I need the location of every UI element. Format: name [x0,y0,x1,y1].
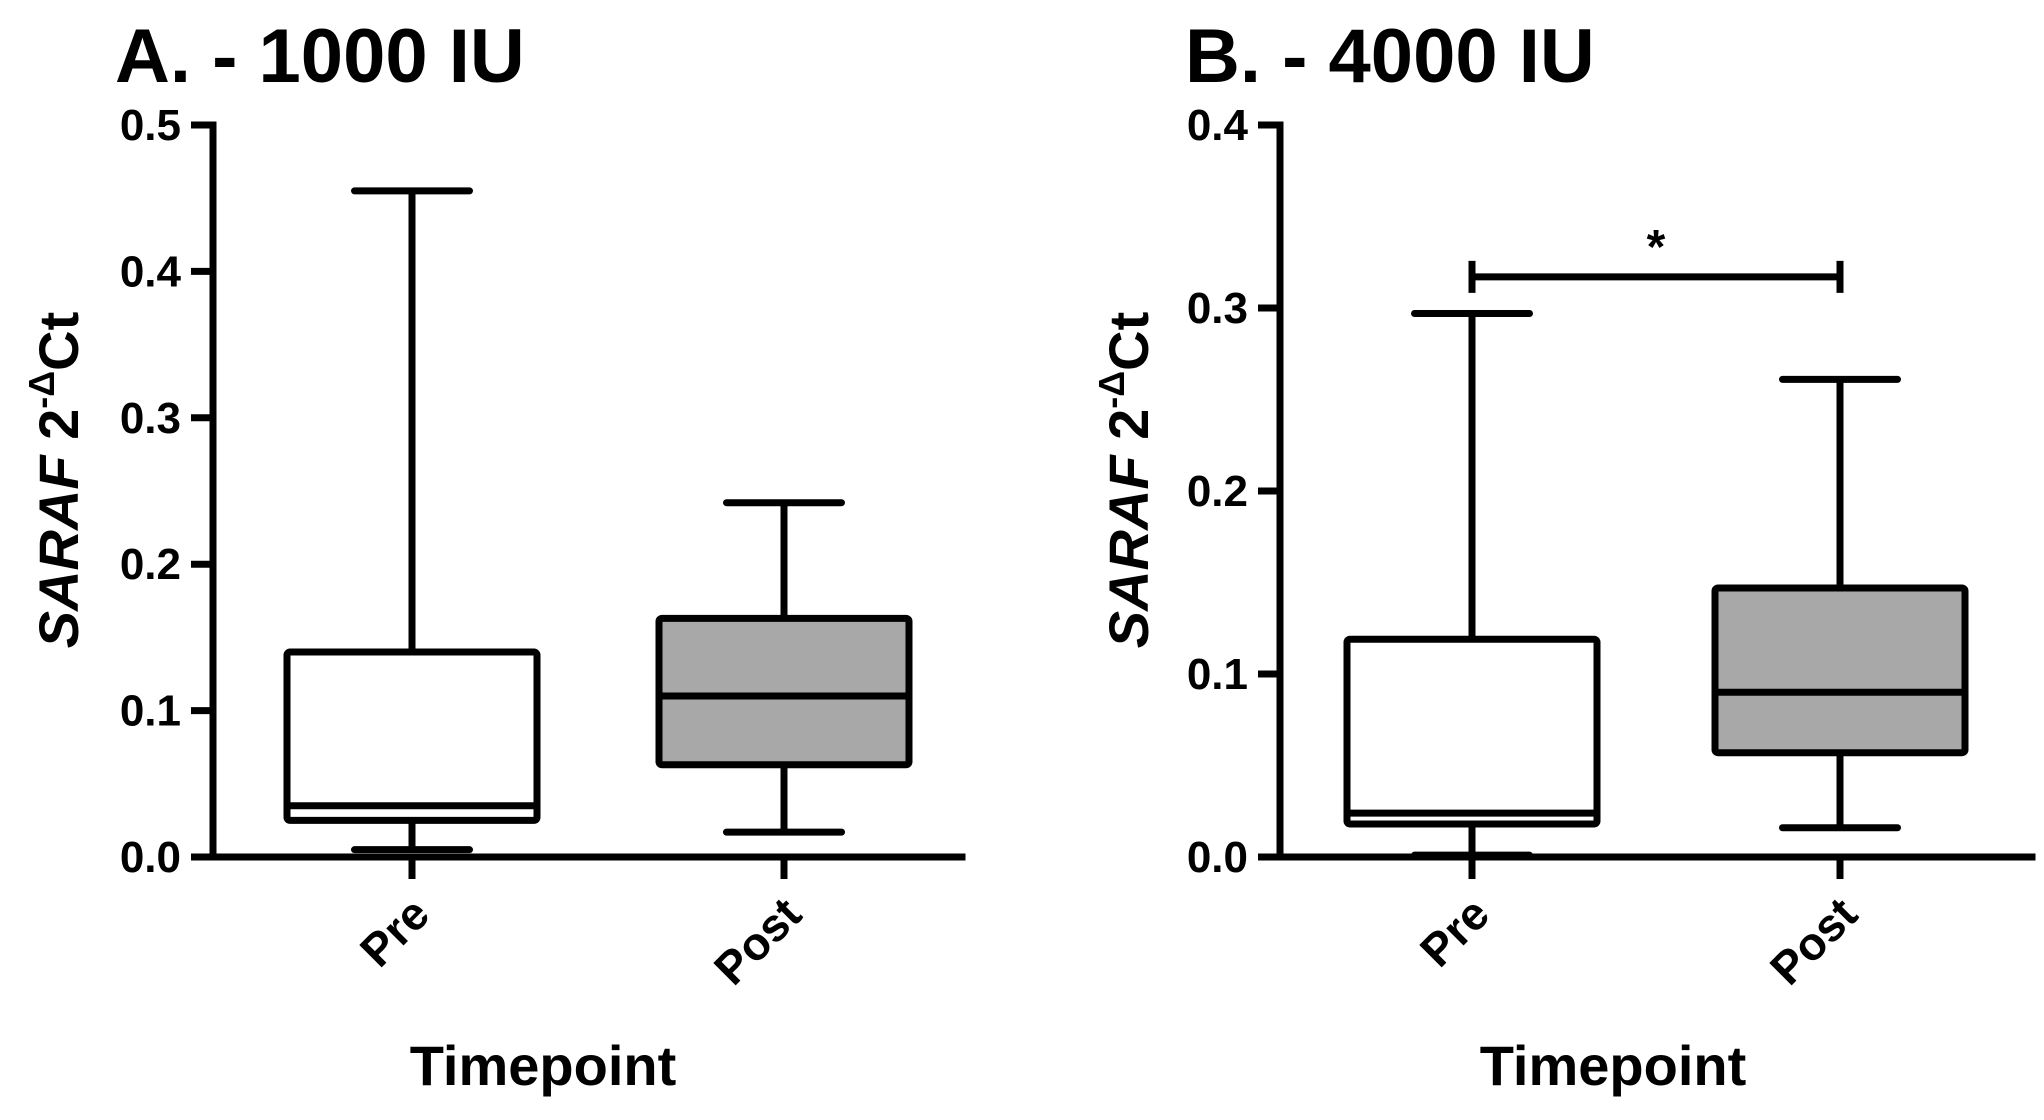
panel-a-y-tick-label: 0.1 [120,687,181,736]
panel-b-y-tick-label: 0.2 [1187,467,1248,516]
panel-b-y-tick-label: 0.0 [1187,833,1248,882]
panel-b-box-post-iqr [1711,584,1969,757]
panel-a-y-axis-superscript: -Δ [21,371,62,409]
panel-a-y-tick-label: 0.4 [120,247,182,296]
panel-b-y-axis-suffix: Ct [1097,312,1160,371]
panel-b-y-axis-gene: SARAF [1097,454,1160,649]
panel-b-x-axis-title: Timepoint [1480,1034,1747,1097]
panel-b-y-axis-superscript: -Δ [1091,371,1132,409]
panel-b-title: B. - 4000 IU [1185,14,1595,99]
panel-a-title: A. - 1000 IU [115,14,525,99]
panel-a-y-tick-label: 0.0 [120,833,181,882]
panel-b-significance-label: * [1647,221,1666,274]
panel-a-y-axis-base: 2 [27,409,90,456]
panel-a-y-tick-label: 0.5 [120,101,181,150]
panel-a-box-pre-iqr [283,648,541,824]
panel-a-y-tick-label: 0.2 [120,540,181,589]
panel-b-y-axis-base: 2 [1097,409,1160,456]
panel-a: A. - 1000 IU Timepoint SARAF 2-ΔCt 0.0 0.… [21,14,966,1097]
panel-a-x-axis-title: Timepoint [410,1034,677,1097]
panel-b-y-tick-label: 0.3 [1187,284,1248,333]
panel-a-y-axis-gene: SARAF [27,454,90,649]
panel-b-y-axis-title: SARAF 2-ΔCt [1091,312,1160,649]
panel-a-y-axis-suffix: Ct [27,312,90,371]
panel-b-box-pre-iqr [1343,635,1601,828]
panel-b-y-tick-label: 0.4 [1187,101,1249,150]
panel-b-y-tick-label: 0.1 [1187,650,1248,699]
panel-a-y-tick-label: 0.3 [120,394,181,443]
panel-a-box-post-iqr [655,614,913,769]
panel-a-y-axis-title: SARAF 2-ΔCt [21,312,90,649]
